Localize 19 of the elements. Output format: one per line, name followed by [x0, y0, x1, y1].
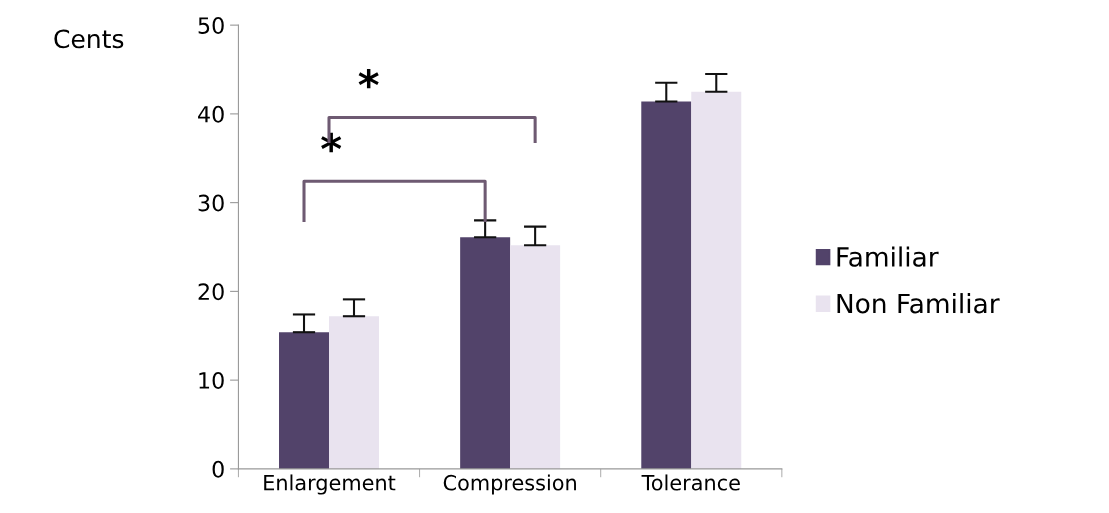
- y-tick-label: 40: [198, 105, 224, 123]
- x-tick-label: Compression: [443, 474, 576, 495]
- bar: [510, 245, 561, 469]
- bar: [460, 237, 511, 469]
- y-tick-label: 50: [198, 17, 224, 34]
- legend-label: Familiar: [837, 246, 939, 267]
- y-tick-label: 10: [199, 372, 224, 389]
- bar: [691, 91, 742, 469]
- bar: [329, 316, 379, 469]
- legend-label: Non Familiar: [837, 293, 1000, 314]
- x-tick-label: Enlargement: [264, 474, 396, 495]
- bar: [279, 332, 329, 469]
- y-axis-title: Cents: [54, 29, 124, 49]
- bar: [641, 101, 692, 469]
- y-tick-label: 20: [198, 283, 224, 301]
- y-tick-label: 0: [212, 460, 224, 478]
- annotation: *: [358, 68, 379, 89]
- x-tick-label: Tolerance: [641, 474, 740, 491]
- y-tick-label: 30: [198, 194, 224, 212]
